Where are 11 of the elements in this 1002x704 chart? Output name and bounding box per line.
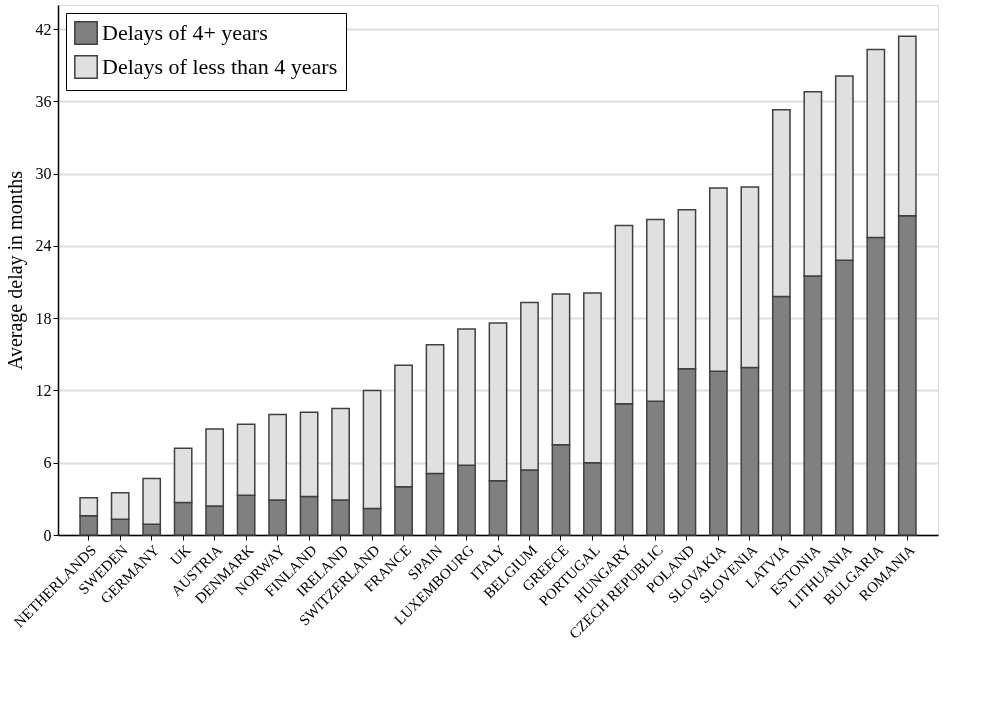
y-tick-label: 0 [43, 526, 52, 544]
y-tick-label: 30 [35, 165, 52, 183]
y-tick-label: 24 [35, 237, 52, 255]
y-tick-label: 18 [35, 309, 52, 327]
legend-label: Delays of 4+ years [102, 20, 268, 45]
y-tick-label: 36 [35, 92, 52, 110]
y-tick-label: 42 [35, 20, 52, 38]
legend-label: Delays of less than 4 years [102, 54, 338, 79]
y-tick-label: 6 [43, 454, 52, 472]
y-axis-title: Average delay in months [3, 170, 27, 371]
y-tick-label: 12 [35, 381, 52, 399]
